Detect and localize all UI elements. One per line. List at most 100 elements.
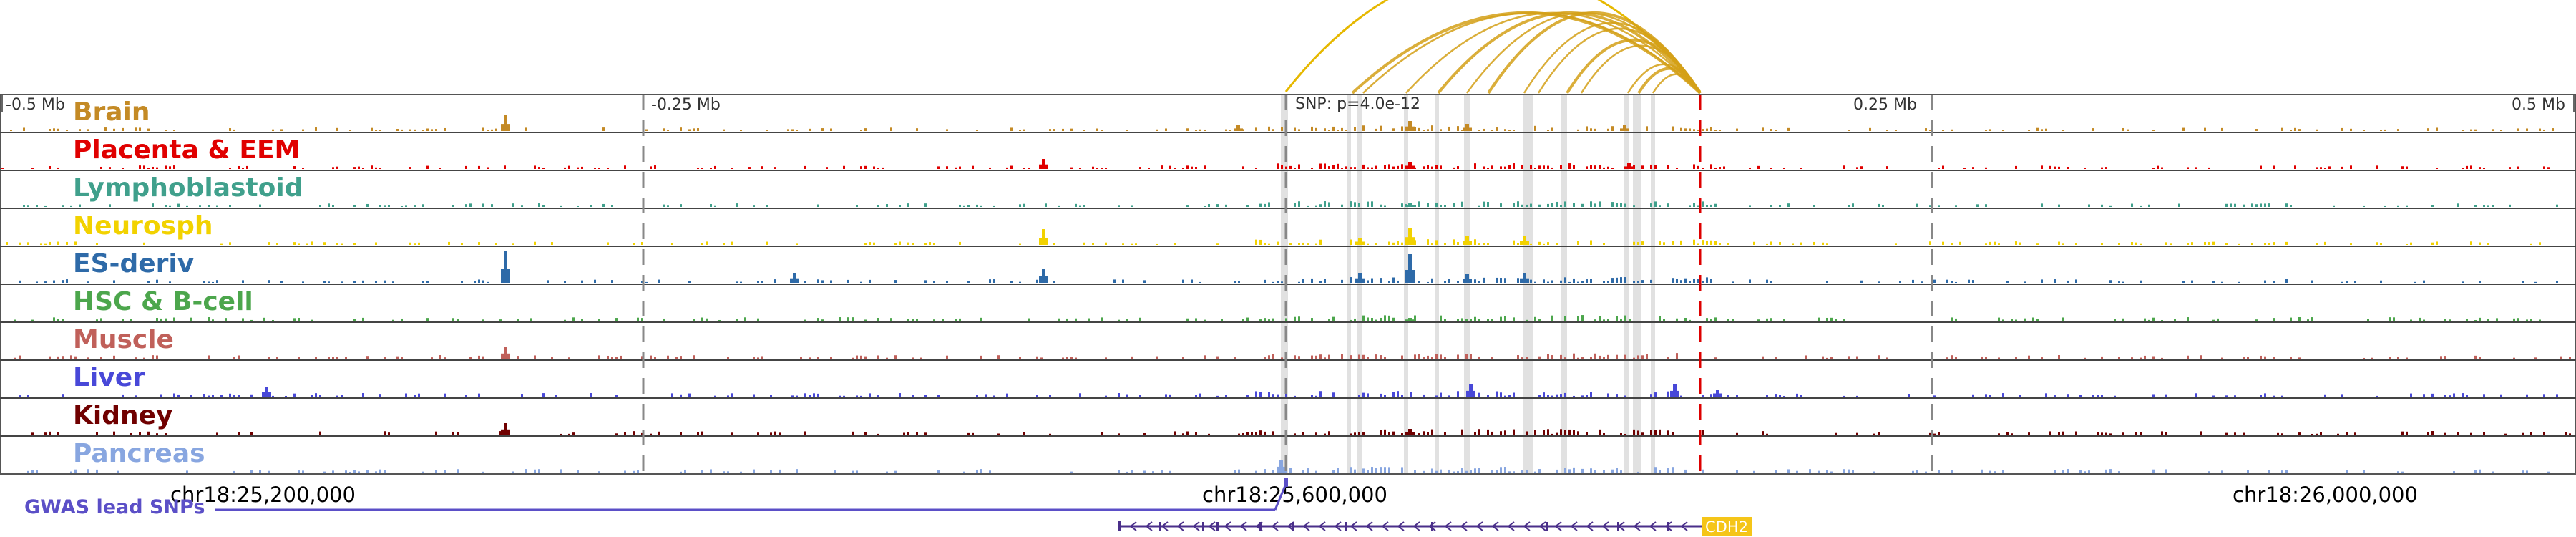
strand-arrow [1491,521,1499,531]
signal-bar [375,130,377,131]
signal-bar [1933,279,1936,283]
signal-bar [856,205,858,207]
signal-bar [1289,165,1292,169]
signal-bar [1564,468,1566,473]
signal-bar [2350,243,2352,245]
signal-bar [53,280,55,283]
signal-bar [2032,317,2034,321]
signal-bar [1255,239,1257,245]
signal-bar [2062,470,2064,473]
signal-bar [1547,281,1549,283]
signal-bar [2243,357,2245,359]
signal-bar [293,393,296,397]
signal-bar [238,432,240,435]
signal-bar [1040,357,1043,359]
signal-bar [2088,470,2090,473]
signal-peak [1520,278,1529,283]
signal-bar [1551,355,1553,359]
signal-bar [1216,356,1219,359]
signal-bar [2131,203,2133,207]
signal-bar [1165,394,1167,397]
signal-bar [2277,432,2279,435]
signal-bar [804,165,806,169]
signal-bar [173,393,175,397]
signal-bar [353,281,356,283]
signal-bar [1577,129,1579,131]
signal-bar [1148,168,1150,169]
signal-bar [564,167,566,169]
signal-bar [1543,165,1545,169]
signal-bar [216,205,218,207]
signal-bar [1487,319,1489,321]
signal-bar [1611,469,1614,473]
signal-bar [2281,395,2283,397]
signal-bar [1933,433,1936,435]
signal-bar [1019,357,1021,359]
signal-bar [740,130,742,131]
signal-bar [1538,319,1541,321]
signal-bar [809,395,811,397]
signal-bar [1573,165,1575,169]
signal-bar [379,168,381,169]
track-frame [0,94,2576,475]
signal-bar [620,355,622,359]
signal-bar [1371,201,1373,207]
signal-bar [1560,165,1562,169]
signal-bar [1586,395,1588,397]
signal-bar [57,356,59,359]
signal-bar [615,395,618,397]
signal-bar [1676,353,1678,359]
signal-bar [426,165,429,169]
signal-bar [2015,319,2017,321]
signal-bar [14,357,16,359]
signal-bar [1702,281,1704,283]
signal-bar [1534,430,1536,435]
signal-bar [405,205,407,207]
signal-bar [1448,395,1450,397]
signal-bar [431,129,433,131]
signal-bar [1384,467,1386,473]
signal-bar [2260,203,2262,207]
signal-bar [1427,281,1429,283]
signal-bar [1753,470,1755,473]
signal-bar [74,469,77,473]
signal-bar [680,471,682,473]
signal-bar [1663,319,1665,321]
signal-bar [156,355,158,359]
signal-bar [1483,201,1485,207]
signal-bar [534,241,536,245]
signal-bar [1298,281,1300,283]
signal-peak [1042,268,1045,283]
signal-bar [2522,432,2524,435]
signal-bar [946,281,948,283]
signal-bar [989,470,991,473]
signal-bar [1414,167,1416,169]
signal-bar [1474,279,1476,283]
signal-bar [1362,392,1365,397]
signal-bar [113,280,115,283]
signal-bar [2255,129,2258,131]
signal-bar [147,281,150,283]
signal-bar [1590,357,1592,359]
signal-peak [1405,237,1415,245]
signal-bar [839,317,841,321]
signal-bar [504,165,506,169]
signal-bar [1337,130,1339,131]
signal-bar [1362,164,1365,169]
signal-bar [452,205,454,207]
signal-bar [1818,470,1820,473]
signal-bar [2526,394,2528,397]
signal-bar [753,205,755,207]
signal-bar [796,130,798,131]
signal-bar [1504,278,1506,283]
signal-bar [1255,127,1257,131]
signal-bar [216,432,218,435]
signal-bar [2513,318,2515,321]
signal-bar [396,129,399,131]
signal-bar [1873,471,1875,473]
signal-bar [1156,129,1158,131]
signal-bar [877,395,879,397]
signal-bar [1311,395,1313,397]
signal-bar [869,279,871,283]
signal-peak [1670,390,1679,397]
